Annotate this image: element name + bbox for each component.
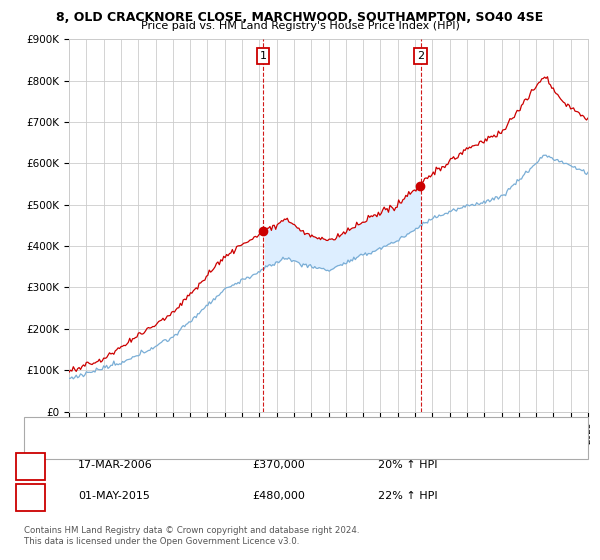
Text: 22% ↑ HPI: 22% ↑ HPI xyxy=(378,491,437,501)
Text: ─────: ───── xyxy=(36,423,70,433)
Text: 1: 1 xyxy=(259,51,266,60)
Text: Contains HM Land Registry data © Crown copyright and database right 2024.
This d: Contains HM Land Registry data © Crown c… xyxy=(24,526,359,546)
Text: £370,000: £370,000 xyxy=(252,460,305,470)
Text: 1: 1 xyxy=(26,460,34,470)
Text: 01-MAY-2015: 01-MAY-2015 xyxy=(78,491,150,501)
Text: 8, OLD CRACKNORE CLOSE, MARCHWOOD, SOUTHAMPTON, SO40 4SE: 8, OLD CRACKNORE CLOSE, MARCHWOOD, SOUTH… xyxy=(56,11,544,24)
Text: Price paid vs. HM Land Registry's House Price Index (HPI): Price paid vs. HM Land Registry's House … xyxy=(140,21,460,31)
Text: 20% ↑ HPI: 20% ↑ HPI xyxy=(378,460,437,470)
Text: ─────: ───── xyxy=(36,440,70,450)
Text: HPI: Average price, detached house, New Forest: HPI: Average price, detached house, New … xyxy=(75,441,304,450)
Text: 2: 2 xyxy=(26,491,34,501)
Text: 2: 2 xyxy=(417,51,424,60)
Text: £480,000: £480,000 xyxy=(252,491,305,501)
Text: 17-MAR-2006: 17-MAR-2006 xyxy=(78,460,153,470)
Text: 8, OLD CRACKNORE CLOSE, MARCHWOOD, SOUTHAMPTON, SO40 4SE (detached house): 8, OLD CRACKNORE CLOSE, MARCHWOOD, SOUTH… xyxy=(75,424,493,433)
